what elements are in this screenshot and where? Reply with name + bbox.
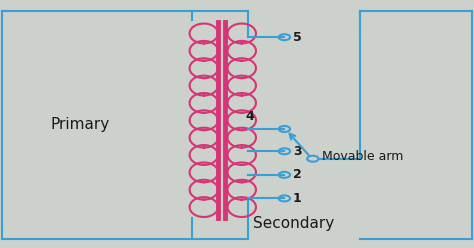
Text: Secondary: Secondary <box>253 216 335 231</box>
Text: 4: 4 <box>246 110 254 123</box>
Text: Primary: Primary <box>51 117 110 131</box>
Text: 2: 2 <box>293 168 301 181</box>
Text: 1: 1 <box>293 192 301 205</box>
Text: 5: 5 <box>293 31 301 44</box>
Text: Movable arm: Movable arm <box>322 150 404 163</box>
Text: 3: 3 <box>293 145 301 158</box>
